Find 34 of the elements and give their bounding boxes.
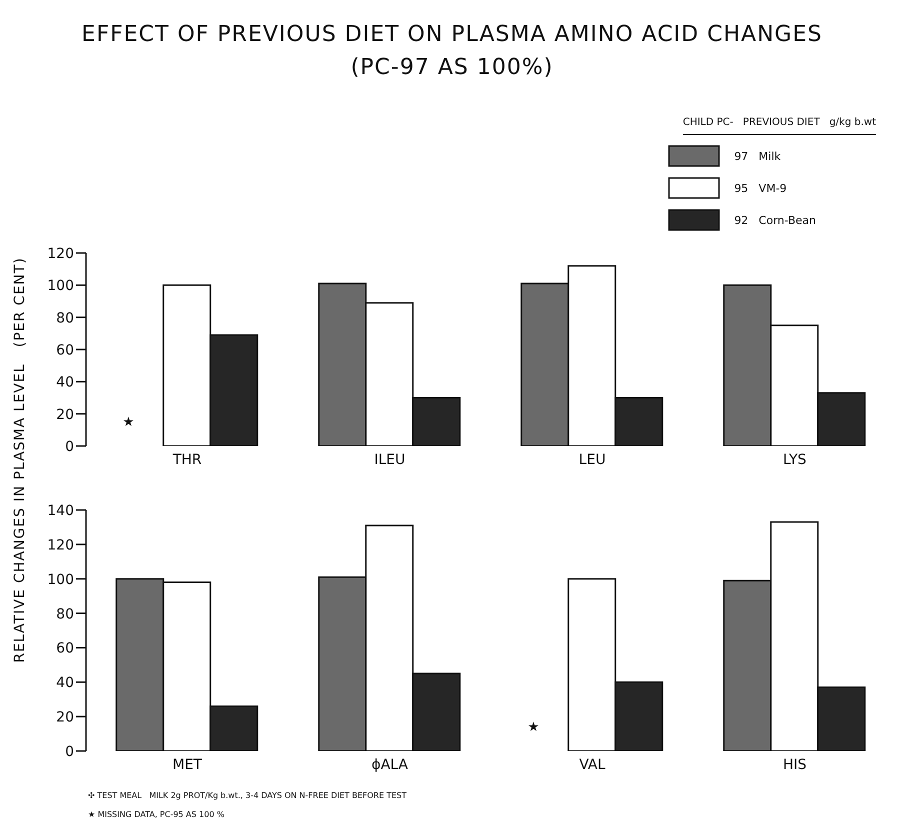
y-tick-label: 120 <box>47 246 74 262</box>
legend-label: 97 Milk <box>734 150 781 162</box>
y-tick-label: 140 <box>47 502 74 519</box>
x-tick-label: VAL <box>579 756 606 773</box>
x-tick-label: LEU <box>578 452 606 468</box>
y-tick-label: 120 <box>47 537 74 554</box>
y-tick-label: 40 <box>56 374 74 391</box>
x-tick-label: ϕALA <box>371 756 408 773</box>
y-tick-label: 80 <box>56 606 74 622</box>
annotation: ★ <box>528 720 540 735</box>
y-tick-label: 60 <box>56 342 74 358</box>
y-tick-label: 0 <box>65 438 74 455</box>
legend-label: 92 Corn-Bean <box>734 214 816 226</box>
text: ✣ TEST MEAL MILK 2g PROT/Kg b.wt., 3-4 DAYS ON N-FREE DIET BEFORE TEST <box>88 791 408 800</box>
x-tick-label: HIS <box>782 756 807 773</box>
y-tick-label: 20 <box>56 710 74 726</box>
annotation: ★ <box>122 415 134 430</box>
x-tick-label: THR <box>172 452 202 468</box>
y-tick-label: 100 <box>47 572 74 588</box>
chart-title: EFFECT OF PREVIOUS DIET ON PLASMA AMINO ACID CHANGES <box>80 22 824 47</box>
y-tick-label: 60 <box>56 640 74 657</box>
x-tick-label: MET <box>172 756 202 773</box>
x-tick-label: ILEU <box>374 452 406 468</box>
x-tick-label: LYS <box>783 452 807 468</box>
legend-label: 95 VM-9 <box>734 182 787 194</box>
y-tick-label: 100 <box>47 278 74 294</box>
y-tick-label: 40 <box>56 675 74 692</box>
y-axis-title: RELATIVE CHANGES IN PLASMA LEVEL (PER CENT) <box>12 257 28 663</box>
text: ★ MISSING DATA, PC-95 AS 100 % <box>88 810 226 819</box>
chart-subtitle: (PC-97 AS 100%) <box>350 55 554 80</box>
y-tick-label: 20 <box>56 406 74 423</box>
legend-title: CHILD PC- PREVIOUS DIET g/kg b.wt <box>682 117 876 135</box>
y-tick-label: 0 <box>65 744 74 760</box>
y-tick-label: 80 <box>56 310 74 326</box>
